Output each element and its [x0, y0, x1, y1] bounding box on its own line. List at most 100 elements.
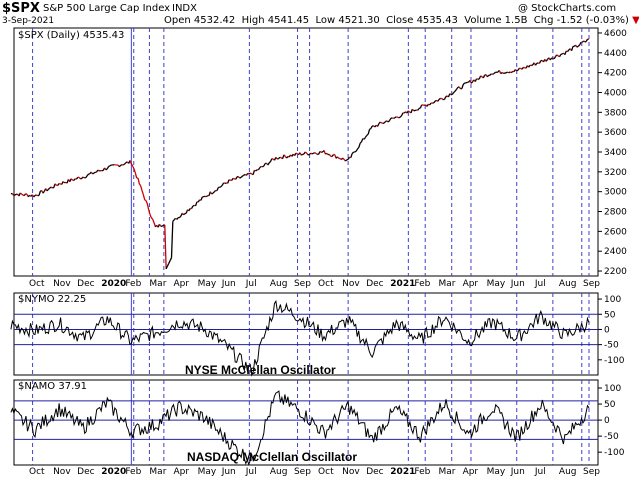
price-bar — [212, 191, 215, 194]
price-bar — [108, 165, 111, 168]
x-tick-label: Aug — [270, 467, 288, 477]
date: 3-Sep-2021 — [2, 16, 55, 26]
x-tick-label: May — [198, 467, 217, 477]
y-tick-label: 50 — [604, 400, 616, 410]
x-tick-label: Sep — [583, 279, 600, 289]
price-bar — [584, 40, 587, 43]
price-bar — [399, 115, 403, 118]
price-bar — [97, 169, 100, 172]
price-bar — [287, 155, 290, 158]
price-bar — [221, 182, 225, 186]
price-bar — [173, 217, 176, 221]
price-bar — [567, 49, 570, 52]
price-bar — [449, 93, 452, 96]
price-bar — [319, 150, 322, 153]
price-bar — [313, 152, 315, 154]
price-bar — [482, 74, 486, 79]
x-tick-label: Nov — [342, 467, 360, 477]
price-bar — [583, 40, 586, 43]
y-tick-label: 0 — [604, 325, 610, 335]
price-bar — [169, 257, 173, 261]
price-bar — [279, 156, 282, 159]
price-bar — [342, 157, 345, 160]
x-tick-label: 2021 — [390, 467, 415, 477]
price-bar — [486, 74, 490, 78]
oscillator-panel-title: $NAMO 37.91 — [18, 381, 87, 392]
price-bar — [549, 57, 553, 61]
price-bar — [426, 103, 429, 107]
price-bar — [461, 84, 464, 89]
x-tick-label: Nov — [53, 279, 71, 289]
price-bar — [194, 201, 198, 207]
price-bar — [378, 121, 381, 125]
price-bar — [161, 224, 164, 227]
price-bar — [295, 152, 298, 155]
x-tick-label: Jun — [510, 467, 525, 477]
price-bar — [493, 71, 496, 75]
oscillator-line — [10, 390, 590, 466]
price-bar — [49, 186, 52, 189]
price-bar — [347, 156, 351, 160]
symbol: $SPX — [2, 1, 40, 16]
x-tick-label: Aug — [559, 467, 577, 477]
price-bar — [470, 81, 474, 84]
price-bar — [223, 182, 226, 185]
price-bar — [403, 111, 407, 114]
price-bar — [326, 152, 329, 156]
price-bar — [397, 116, 400, 119]
x-tick-label: 2020 — [101, 279, 126, 289]
x-tick-label: Feb — [125, 467, 141, 477]
x-tick-label: Dec — [366, 467, 383, 477]
price-bar — [164, 225, 167, 269]
price-bar — [354, 150, 357, 153]
price-bar — [72, 179, 75, 182]
price-bar — [85, 175, 88, 178]
y-tick-label: 3400 — [604, 148, 627, 158]
price-bar — [577, 44, 581, 47]
price-bar — [453, 90, 456, 93]
price-bar — [387, 120, 391, 123]
price-bar — [257, 167, 261, 171]
y-tick-label: 2600 — [604, 227, 627, 237]
price-bar — [219, 186, 222, 188]
price-bar — [297, 153, 299, 156]
price-bar — [172, 219, 175, 222]
price-bar — [170, 221, 174, 258]
price-bar — [216, 187, 219, 191]
price-bar — [325, 152, 328, 155]
y-tick-label: 3600 — [604, 128, 627, 138]
price-bar — [106, 166, 110, 170]
price-bar — [129, 160, 132, 165]
price-bar — [176, 217, 179, 220]
x-tick-label: Oct — [318, 467, 334, 477]
price-bar — [385, 120, 388, 123]
x-tick-label: Apr — [463, 467, 479, 477]
price-bar — [556, 54, 559, 57]
x-tick-label: Nov — [53, 467, 71, 477]
price-bar — [93, 171, 96, 174]
price-bar — [304, 151, 308, 154]
price-bar — [54, 183, 57, 186]
price-bar — [450, 93, 453, 96]
price-bar — [252, 169, 256, 175]
exchange: INDX — [172, 3, 197, 14]
price-bar — [382, 122, 385, 125]
spx-panel-title: $SPX (Daily) 4535.43 — [18, 30, 124, 41]
price-bar — [124, 162, 127, 165]
y-tick-label: 3000 — [604, 188, 627, 198]
price-bar — [11, 193, 15, 196]
price-bar — [545, 59, 549, 62]
price-bar — [328, 154, 332, 157]
x-tick-label: Apr — [463, 279, 479, 289]
price-bar — [393, 117, 396, 119]
x-tick-label: Aug — [270, 279, 288, 289]
price-bar — [508, 71, 511, 74]
price-bar — [339, 158, 342, 161]
price-bar — [383, 121, 387, 124]
x-tick-label: Jun — [221, 279, 236, 289]
price-bar — [510, 70, 514, 74]
price-bar — [514, 69, 518, 72]
price-bar — [197, 199, 201, 203]
x-tick-label: Feb — [414, 279, 430, 289]
price-bar — [267, 162, 270, 166]
